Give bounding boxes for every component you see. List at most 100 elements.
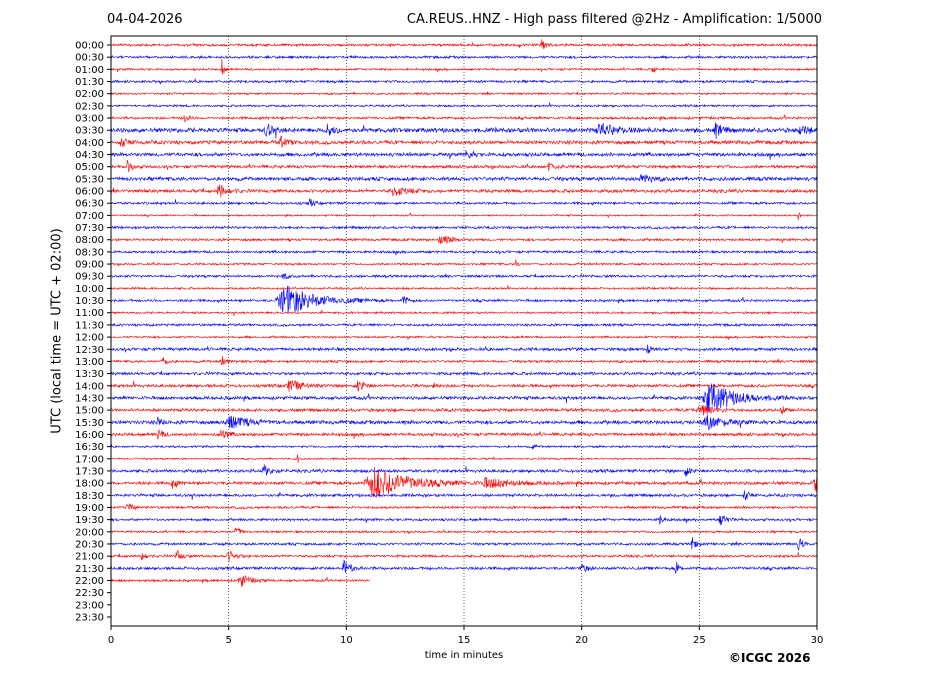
seismic-trace [110, 91, 818, 96]
seismic-trace [110, 322, 818, 328]
y-tick-label: 06:30 [75, 199, 104, 210]
seismic-trace [110, 135, 818, 148]
y-tick-label: 05:00 [75, 162, 104, 173]
y-tick-label: 13:30 [75, 369, 104, 380]
seismic-trace [110, 235, 818, 244]
y-tick-label: 08:00 [75, 235, 104, 246]
y-tick-label: 04:30 [75, 150, 104, 161]
seismic-trace [110, 515, 818, 526]
seismic-trace [110, 273, 818, 280]
x-tick-label: 25 [693, 635, 706, 646]
seismic-trace [110, 39, 818, 50]
seismic-trace [110, 383, 818, 414]
y-tick-label: 20:30 [75, 539, 104, 550]
seismic-trace [110, 225, 818, 230]
y-tick-label: 04:00 [75, 138, 104, 149]
y-tick-label: 10:30 [75, 296, 104, 307]
y-tick-label: 00:30 [75, 53, 104, 64]
seismic-trace [110, 537, 818, 551]
y-tick-label: 23:30 [75, 613, 104, 624]
y-tick-label: 00:00 [75, 41, 104, 52]
seismic-trace [110, 370, 818, 377]
y-tick-label: 14:30 [75, 393, 104, 404]
y-tick-label: 07:30 [75, 223, 104, 234]
x-axis-label: time in minutes [424, 650, 504, 661]
y-tick-label: 23:00 [75, 600, 104, 611]
seismic-trace [110, 466, 818, 498]
seismic-trace [110, 285, 818, 314]
y-tick-label: 02:30 [75, 101, 104, 112]
y-tick-label: 03:30 [75, 126, 104, 137]
seismic-trace [110, 54, 818, 60]
y-tick-label: 09:00 [75, 260, 104, 271]
y-tick-label: 19:00 [75, 503, 104, 514]
y-tick-label: 01:30 [75, 77, 104, 88]
y-tick-label: 14:00 [75, 381, 104, 392]
seismic-trace [110, 184, 818, 198]
y-tick-label: 11:00 [75, 308, 104, 319]
seismic-trace [110, 527, 818, 535]
y-tick-label: 10:00 [75, 284, 104, 295]
y-tick-label: 12:00 [75, 333, 104, 344]
y-tick-label: 15:00 [75, 406, 104, 417]
seismic-trace [110, 414, 818, 430]
x-tick-label: 30 [811, 635, 824, 646]
x-tick-label: 20 [575, 635, 588, 646]
y-tick-label: 11:30 [75, 320, 104, 331]
y-tick-label: 22:00 [75, 576, 104, 587]
y-tick-label: 17:00 [75, 454, 104, 465]
seismic-trace [110, 285, 818, 291]
seismic-trace [110, 114, 818, 123]
y-tick-label: 21:00 [75, 552, 104, 563]
plot-frame [110, 35, 818, 627]
x-tick-label: 15 [458, 635, 471, 646]
seismic-trace [110, 150, 818, 160]
y-tick-label: 01:00 [75, 65, 104, 76]
y-tick-label: 03:00 [75, 114, 104, 125]
x-tick-label: 5 [225, 635, 231, 646]
seismic-trace [110, 249, 818, 256]
seismic-trace [110, 334, 818, 341]
seismic-trace [110, 443, 818, 450]
x-tick-label: 0 [108, 635, 114, 646]
y-tick-label: 13:00 [75, 357, 104, 368]
seismic-trace [110, 212, 818, 220]
seismic-trace [110, 198, 818, 207]
y-tick-label: 07:00 [75, 211, 104, 222]
seismic-trace [110, 102, 818, 108]
seismic-trace [110, 454, 818, 463]
y-tick-label: 17:30 [75, 466, 104, 477]
seismic-trace [110, 503, 818, 511]
y-tick-label: 12:30 [75, 345, 104, 356]
y-tick-label: 05:30 [75, 174, 104, 185]
y-tick-label: 18:00 [75, 479, 104, 490]
y-tick-label: 09:30 [75, 272, 104, 283]
y-tick-label: 21:30 [75, 564, 104, 575]
y-tick-label: 20:00 [75, 527, 104, 538]
seismic-trace [110, 58, 818, 75]
y-tick-label: 16:30 [75, 442, 104, 453]
y-tick-label: 08:30 [75, 247, 104, 258]
seismic-trace [111, 122, 818, 140]
seismic-trace [110, 405, 818, 416]
chart-title: CA.REUS..HNZ - High pass filtered @2Hz -… [406, 12, 822, 27]
y-tick-label: 15:30 [75, 418, 104, 429]
seismic-trace [110, 379, 818, 392]
seismic-trace [110, 356, 818, 366]
date-label: 04-04-2026 [107, 12, 183, 27]
x-tick-label: 10 [340, 635, 353, 646]
y-tick-label: 22:30 [75, 588, 104, 599]
seismic-trace [110, 464, 818, 477]
y-tick-label: 18:30 [75, 491, 104, 502]
seismic-trace [110, 309, 818, 317]
seismic-trace [110, 559, 818, 575]
seismic-trace [110, 490, 818, 501]
seismic-trace [110, 78, 818, 85]
seismic-trace [110, 259, 818, 267]
y-tick-label: 02:00 [75, 89, 104, 100]
y-tick-label: 06:00 [75, 187, 104, 198]
y-tick-label: 19:30 [75, 515, 104, 526]
y-tick-label: 16:00 [75, 430, 104, 441]
